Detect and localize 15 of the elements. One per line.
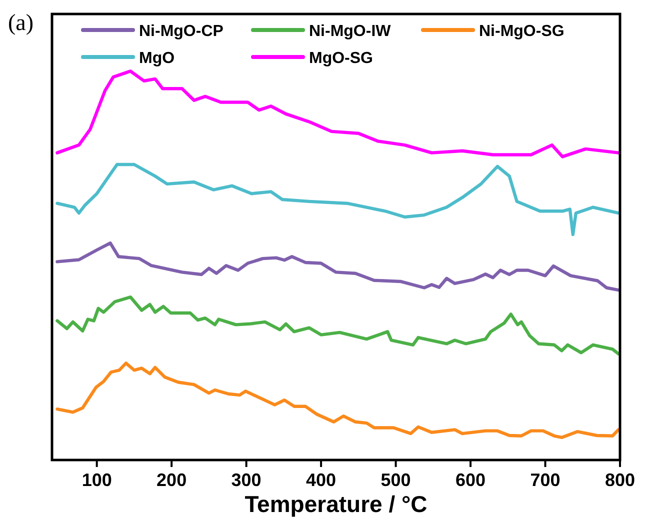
legend-label: MgO-SG <box>309 50 373 67</box>
legend-label: MgO <box>139 50 175 67</box>
legend-label: Ni-MgO-SG <box>479 23 564 40</box>
x-tick-label: 600 <box>456 470 486 490</box>
text: (a) <box>8 10 34 35</box>
x-tick-label: 500 <box>380 470 411 490</box>
legend-label: Ni-MgO-CP <box>139 23 224 40</box>
x-tick-label: 700 <box>530 470 560 490</box>
legend-label: Ni-MgO-IW <box>309 23 392 40</box>
x-tick-label: 200 <box>156 470 187 490</box>
x-axis-title: Temperature / °C <box>244 491 428 517</box>
x-tick-label: 800 <box>604 470 636 490</box>
x-tick-label: 100 <box>82 470 112 490</box>
x-tick-label: 300 <box>231 470 262 490</box>
x-tick-label: 400 <box>306 470 336 490</box>
